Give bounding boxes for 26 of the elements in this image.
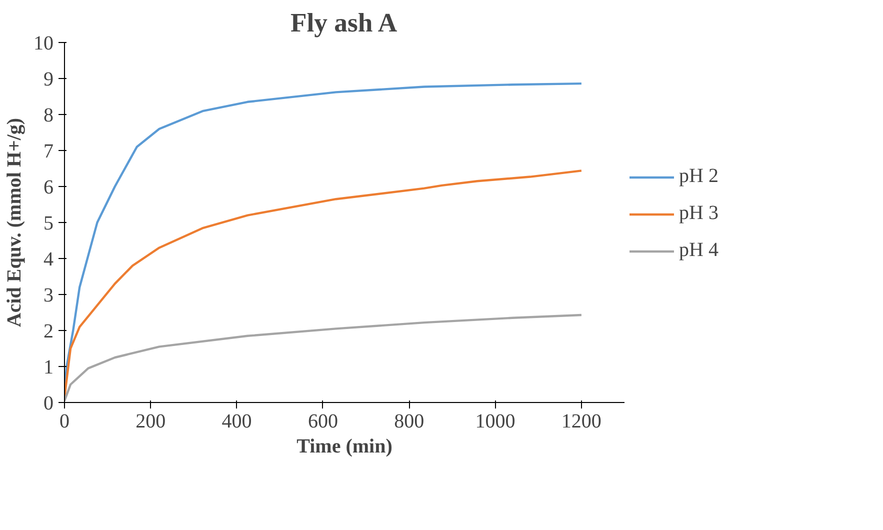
y-tick-label: 0 xyxy=(44,392,54,414)
y-tick-label: 8 xyxy=(44,104,54,126)
x-axis-title: Time (min) xyxy=(296,436,392,458)
legend-label: pH 2 xyxy=(679,165,719,188)
y-tick-label: 6 xyxy=(44,176,54,198)
y-tick-label: 5 xyxy=(44,212,54,234)
y-tick-label: 3 xyxy=(44,284,54,306)
x-tick-label: 1200 xyxy=(561,410,602,432)
legend-label: pH 4 xyxy=(679,239,719,262)
x-tick-label: 800 xyxy=(394,410,424,432)
y-axis-title: Acid Equv. (mmol H+/g) xyxy=(4,118,26,328)
y-tick-label: 1 xyxy=(44,356,54,378)
x-tick-label: 400 xyxy=(222,410,252,432)
x-tick-label: 600 xyxy=(308,410,338,432)
y-tick-label: 2 xyxy=(44,320,54,342)
x-tick-label: 0 xyxy=(60,410,70,432)
y-tick-label: 9 xyxy=(44,68,54,90)
x-tick-label: 200 xyxy=(136,410,166,432)
x-tick-label: 1000 xyxy=(475,410,516,432)
y-tick-label: 4 xyxy=(44,248,54,270)
chart-title: Fly ash A xyxy=(290,8,398,38)
y-tick-label: 10 xyxy=(34,32,54,54)
y-tick-label: 7 xyxy=(44,140,54,162)
legend-label: pH 3 xyxy=(679,202,719,225)
line-series xyxy=(64,170,583,398)
line-series xyxy=(64,314,583,402)
